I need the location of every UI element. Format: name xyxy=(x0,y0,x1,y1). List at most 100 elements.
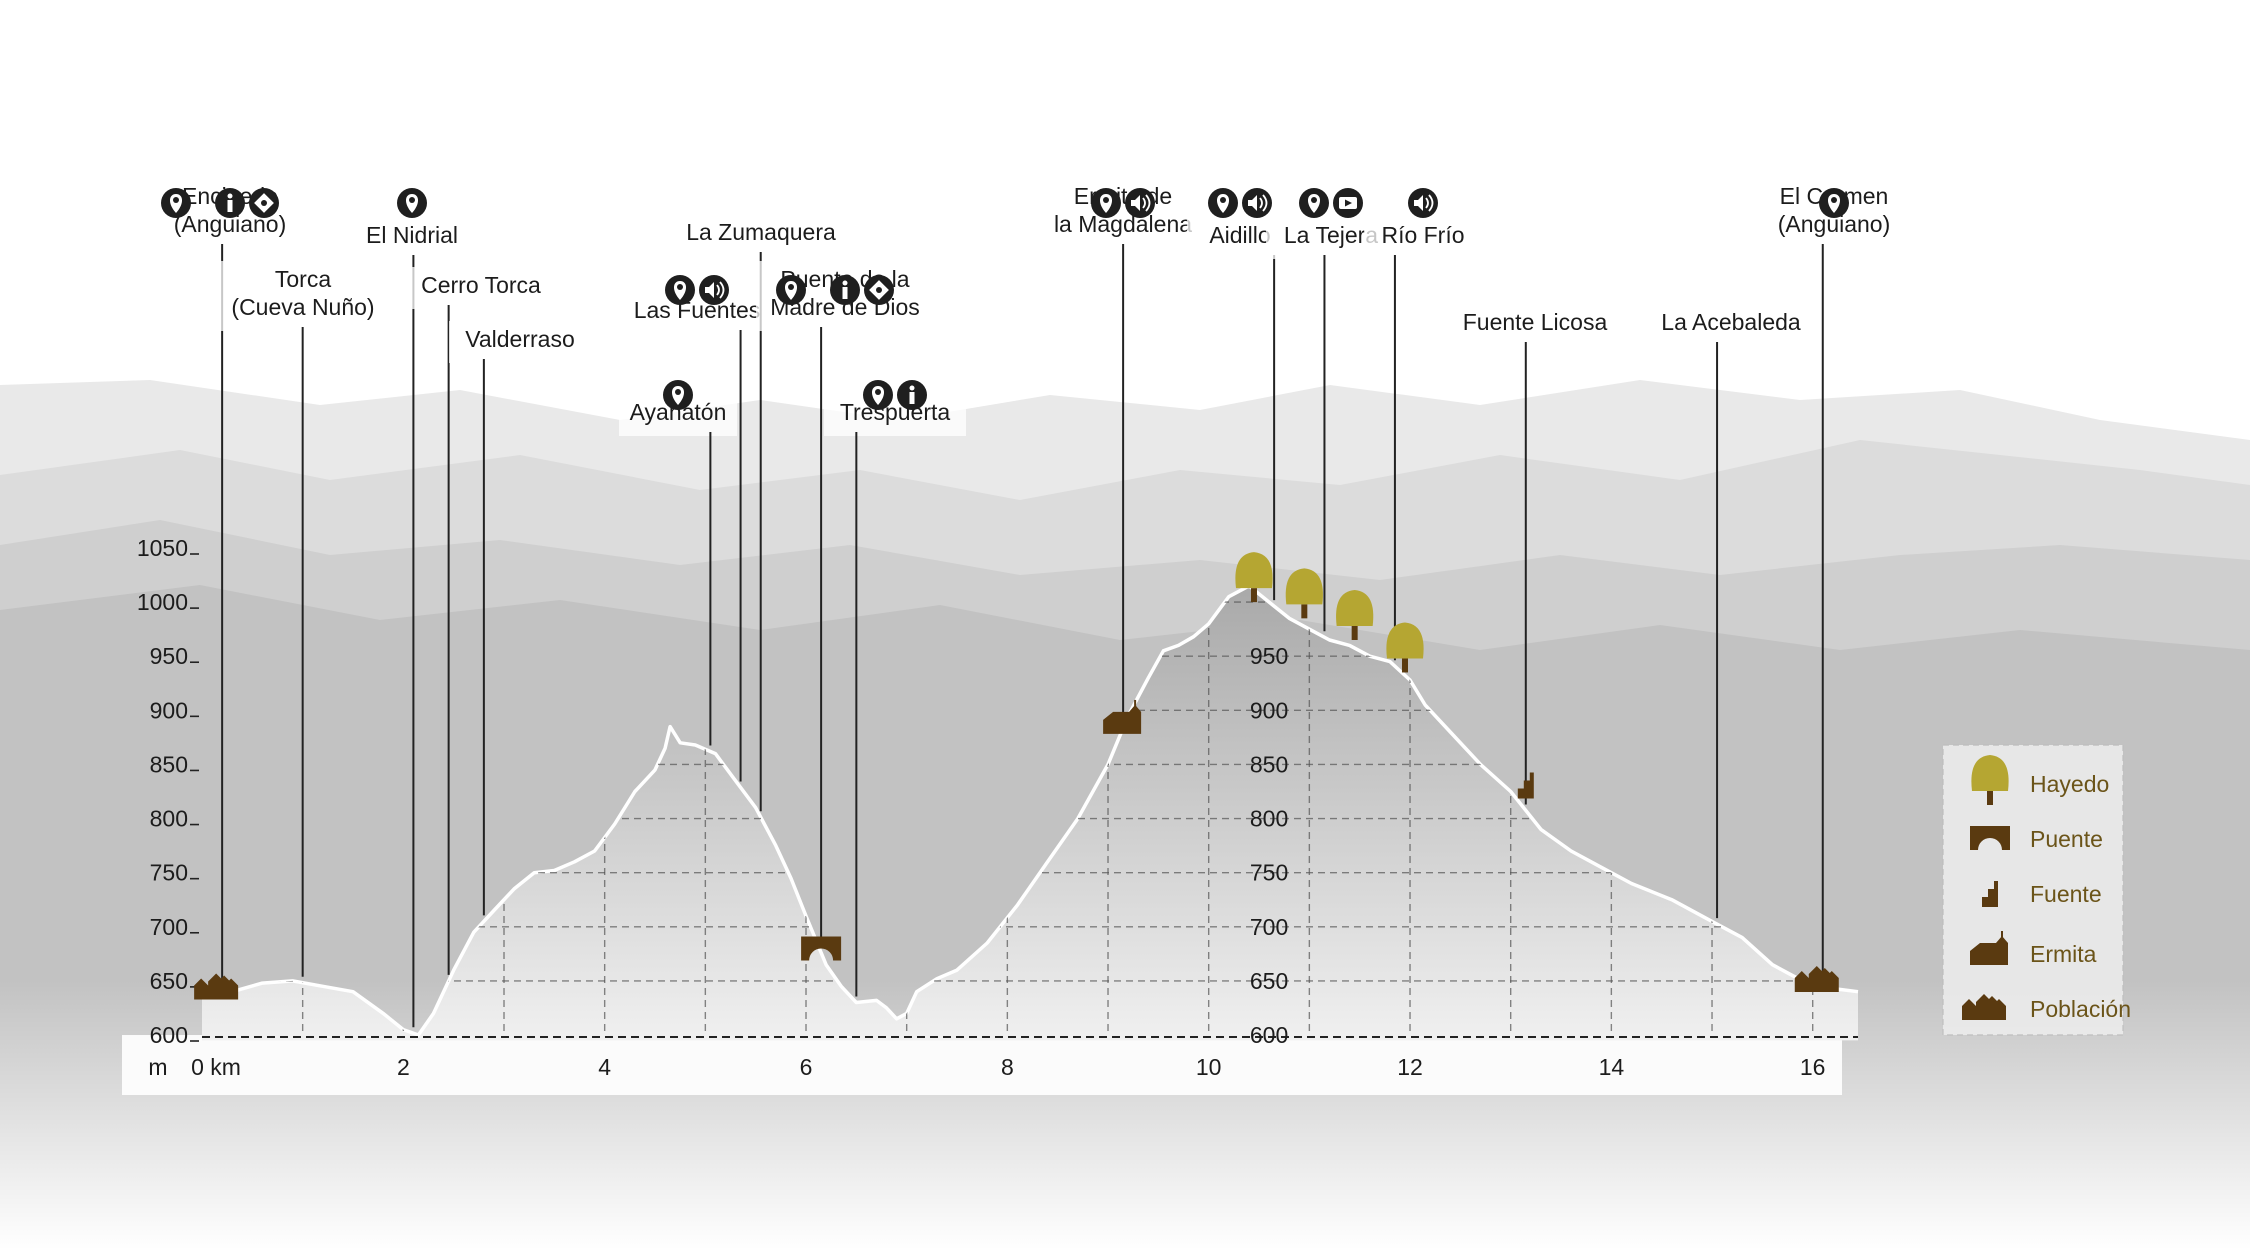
video-icon xyxy=(1333,188,1363,218)
pin-icon xyxy=(776,275,806,305)
legend-label: Población xyxy=(2030,996,2131,1022)
puzzle-icon xyxy=(249,188,279,218)
waypoint-label: Las Fuentes xyxy=(634,297,761,323)
fuente-symbol xyxy=(1982,881,1998,907)
label-box xyxy=(620,292,774,334)
waypoint-label: Aidillo xyxy=(1209,222,1270,248)
waypoint-label: La Acebaleda xyxy=(1661,309,1801,335)
inner-y-label: 650 xyxy=(1250,968,1288,994)
hayedo-legend-icon xyxy=(1971,755,2009,805)
pin-icon xyxy=(397,188,427,218)
puzzle-icon xyxy=(864,275,894,305)
y-tick-label: 1050 xyxy=(137,535,188,561)
profile-symbols xyxy=(194,552,1839,1000)
waypoint-encinedo-anguiano-: Encinedo(Anguiano) xyxy=(159,178,301,988)
pin-icon xyxy=(1819,188,1849,218)
waypoint-las-fuentes: Las Fuentes xyxy=(620,275,774,782)
audio-icon xyxy=(1408,188,1438,218)
y-tick-label: 600 xyxy=(150,1022,188,1048)
y-tick-label: 800 xyxy=(150,806,188,832)
hayedo-tree-icon xyxy=(1336,589,1374,640)
waypoint-valderraso: Valderraso xyxy=(449,321,591,916)
legend-label: Hayedo xyxy=(2030,771,2109,797)
label-box xyxy=(341,217,483,259)
info-icon xyxy=(897,380,927,410)
pin-icon xyxy=(863,380,893,410)
y-tick-label: 650 xyxy=(150,968,188,994)
waypoint-ayanat-n: Ayanatón xyxy=(619,380,737,746)
waypoint-la-acebaleda: La Acebaleda xyxy=(1648,304,1814,919)
waypoint-label: La Zumaquera xyxy=(686,219,836,245)
y-tick-label: 750 xyxy=(150,860,188,886)
waypoint-callouts: Encinedo(Anguiano)Torca(Cueva Nuño) El Ni… xyxy=(159,178,1905,1028)
ermita-symbol xyxy=(1103,699,1142,734)
legend-item-ermita: Ermita xyxy=(1970,931,2097,967)
waypoint-cerro-torca: Cerro Torca xyxy=(404,267,558,975)
legend-label: Ermita xyxy=(2030,941,2097,967)
poblacion-symbol xyxy=(1962,994,2006,1020)
audio-icon xyxy=(699,275,729,305)
audio-icon xyxy=(1242,188,1272,218)
x-tick-label: 6 xyxy=(800,1054,813,1080)
inner-y-label: 700 xyxy=(1250,914,1288,940)
x-tick-label: 4 xyxy=(598,1054,611,1080)
waypoint-fuente-licosa: Fuente Licosa xyxy=(1446,304,1624,805)
info-icon xyxy=(830,275,860,305)
label-box xyxy=(824,394,966,436)
waypoint-label: Torca xyxy=(275,266,331,292)
pin-icon xyxy=(1299,188,1329,218)
hayedo-tree-icon xyxy=(1235,552,1273,603)
y-unit-label: m xyxy=(148,1054,167,1080)
waypoint-label: Ermita de xyxy=(1074,183,1172,209)
waypoint-el-nidrial: El Nidrial xyxy=(341,188,483,1028)
pin-icon xyxy=(1208,188,1238,218)
inner-y-label: 800 xyxy=(1250,806,1288,832)
inner-y-label: 850 xyxy=(1250,751,1288,777)
legend-box xyxy=(1942,744,2124,1036)
poblacion-symbol xyxy=(1794,965,1839,992)
legend-label: Puente xyxy=(2030,826,2103,852)
x-tick-label: 16 xyxy=(1800,1054,1826,1080)
inner-y-label: 900 xyxy=(1250,697,1288,723)
label-box xyxy=(449,321,591,363)
hayedo-tree-icon xyxy=(1285,568,1323,619)
pin-icon xyxy=(161,188,191,218)
pin-icon xyxy=(665,275,695,305)
label-box xyxy=(1446,304,1624,346)
waypoint-el-carmen-anguiano-: El Carmen(Anguiano) xyxy=(1763,178,1905,980)
y-tick-label: 900 xyxy=(150,697,188,723)
x-tick-label: 12 xyxy=(1397,1054,1423,1080)
waypoint-label: El Nidrial xyxy=(366,222,458,248)
label-box xyxy=(1040,178,1206,248)
label-box xyxy=(1648,304,1814,346)
inner-y-label: 750 xyxy=(1250,860,1288,886)
x-tick-label: 8 xyxy=(1001,1054,1014,1080)
waypoint-label: Río Frío xyxy=(1381,222,1464,248)
waypoint-label: la Magdalena xyxy=(1054,211,1192,237)
legend-label: Fuente xyxy=(2030,881,2102,907)
waypoint-torca-cueva-nu-o-: Torca(Cueva Nuño) xyxy=(220,261,386,977)
legend-item-poblacion: Población xyxy=(1962,994,2131,1022)
axes: 600 650 700 750 800 850 900 950 1000 1050 m 0 km 2 4 6… xyxy=(137,535,1826,1080)
label-box xyxy=(1364,217,1482,259)
puente-symbol xyxy=(801,936,842,961)
y-tick-label: 850 xyxy=(150,751,188,777)
waypoint-label: Cerro Torca xyxy=(421,272,541,298)
y-tick-label: 700 xyxy=(150,914,188,940)
pin-icon xyxy=(1091,188,1121,218)
poblacion-symbol xyxy=(194,973,239,1000)
waypoint-trespuerta: Trespuerta xyxy=(824,380,966,997)
waypoint-label: La Tejera xyxy=(1284,222,1378,248)
info-icon xyxy=(215,188,245,218)
x-tick-label: 14 xyxy=(1599,1054,1625,1080)
audio-icon xyxy=(1125,188,1155,218)
x-tick-label: 2 xyxy=(397,1054,410,1080)
inner-y-label: 600 xyxy=(1250,1022,1288,1048)
pin-icon xyxy=(663,380,693,410)
label-box xyxy=(404,267,558,309)
inner-y-label: 950 xyxy=(1250,643,1288,669)
legend: Hayedo Puente Fuente Ermita Población xyxy=(1942,744,2131,1036)
legend-item-puente: Puente xyxy=(1970,826,2103,852)
waypoint-label: (Cueva Nuño) xyxy=(231,294,374,320)
